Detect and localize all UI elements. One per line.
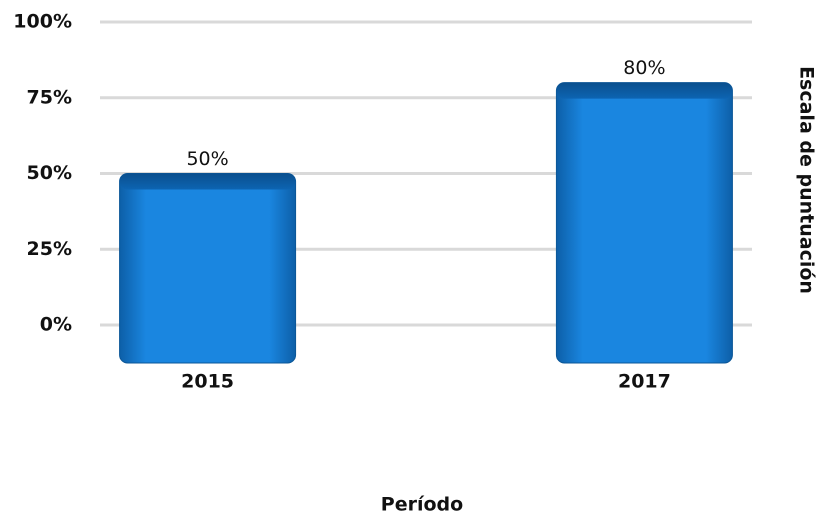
y-tick-label: 100% [13,11,72,33]
x-tick-label: 2017 [618,371,671,393]
bar-top [556,82,733,99]
y-tick-label: 0% [40,314,72,336]
y-tick-label: 50% [27,162,72,184]
data-label: 80% [623,57,665,79]
y-axis-title: Escala de puntuación [796,66,818,294]
y-tick-label: 25% [27,238,72,260]
data-label: 50% [186,148,228,170]
x-axis-title: Período [381,494,463,516]
bar-top [119,173,296,190]
x-tick-label: 2015 [181,371,234,393]
y-tick-label: 75% [27,86,72,108]
bar [555,82,733,364]
bar [119,173,297,364]
